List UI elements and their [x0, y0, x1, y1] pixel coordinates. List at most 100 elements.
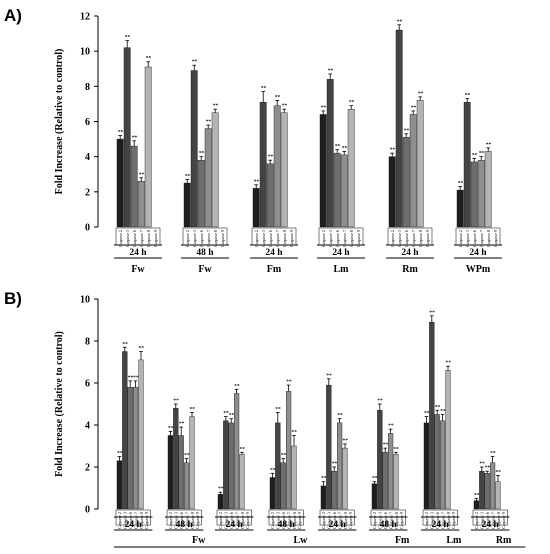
chart-a-y-tick-label: 12 — [80, 12, 90, 23]
chart-a-category-group-label: Fw — [198, 264, 212, 275]
chart-a-time-group-label: 24 h — [129, 248, 147, 258]
chart-b-significance-marker: ** — [270, 467, 276, 473]
chart-a-bar — [402, 137, 410, 228]
chart-b-significance-marker: ** — [321, 476, 327, 482]
chart-b-bar — [122, 351, 128, 510]
chart-a-bar-label: Caspase 9 — [289, 230, 294, 247]
chart-a-bar — [211, 112, 219, 228]
chart-a-significance-marker: ** — [335, 144, 341, 150]
chart-b-time-group-label: 24 h — [226, 520, 244, 530]
chart-b-significance-marker: ** — [474, 493, 480, 499]
chart-b-significance-marker: ** — [429, 310, 435, 316]
chart-b-bar — [178, 435, 184, 510]
chart-b-bar-label: Caspase 8 — [394, 512, 399, 529]
chart-a-category-group-label: Lm — [334, 264, 350, 275]
chart-b-category-group-label: Rm — [496, 535, 512, 546]
chart-b-significance-marker: ** — [179, 421, 185, 427]
chart-b-significance-marker: ** — [117, 451, 123, 457]
chart-b-significance-marker: ** — [440, 409, 446, 415]
chart-a-significance-marker: ** — [390, 147, 396, 153]
chart-a-significance-marker: ** — [185, 174, 191, 180]
chart-b-bar-label: Caspase 8 — [496, 512, 501, 529]
chart-b-y-tick-label: 10 — [80, 295, 90, 306]
chart-b-bar-label: Caspase 2 — [270, 512, 275, 529]
chart-b-significance-marker: ** — [383, 442, 389, 448]
chart-b-bar — [223, 420, 229, 510]
chart-a-bar-label: Caspase 3 — [328, 230, 333, 247]
chart-a-bar — [416, 100, 424, 228]
chart-a-bar — [388, 156, 396, 228]
chart-b-bar — [445, 370, 451, 510]
chart-b-bar-label: Caspase 7 — [184, 512, 189, 529]
chart-a-significance-marker: ** — [404, 128, 410, 134]
chart-a-time-group-label: 24 h — [265, 248, 283, 258]
chart-b-significance-marker: ** — [343, 438, 349, 444]
chart-a-category-group-label: Fw — [131, 264, 145, 275]
chart-b-bar — [382, 452, 388, 510]
chart-a-bar — [266, 163, 274, 228]
chart-a-time-group-label: 24 h — [332, 248, 350, 258]
chart-a-bar-label: Caspase 7 — [479, 230, 484, 247]
chart-b-bar-label: Caspase 3 — [480, 512, 485, 529]
chart-b-bar-label: Caspase 7 — [440, 512, 445, 529]
chart-b-significance-marker: ** — [139, 346, 145, 352]
chart-a-significance-marker: ** — [213, 103, 219, 109]
chart-a-bar — [130, 145, 138, 228]
chart-b-bar — [371, 483, 378, 510]
chart-b-significance-marker: ** — [377, 398, 383, 404]
chart-a-bar — [183, 182, 191, 228]
chart-a-significance-marker: ** — [139, 172, 145, 178]
chart-b-bar — [280, 462, 286, 510]
chart-b-significance-marker: ** — [275, 406, 281, 412]
chart-b-y-axis-label: Fold Increase (Relative to control) — [54, 331, 65, 477]
chart-b-bar — [275, 422, 281, 510]
chart-a-bar-label: Caspase 6 — [132, 230, 137, 247]
chart-a-significance-marker: ** — [349, 100, 355, 106]
chart-b-bar-label: Caspase 2 — [321, 512, 326, 529]
chart-a-bar — [333, 152, 341, 228]
chart-b-bar — [377, 410, 383, 510]
panel-label-b: B) — [4, 289, 22, 308]
chart-b-significance-marker: ** — [372, 476, 378, 482]
chart-b-bar — [490, 462, 496, 510]
chart-a-bar-label: Caspase 7 — [275, 230, 280, 247]
chart-b-bar-label: Caspase 9 — [451, 512, 456, 529]
chart-b-bar — [167, 435, 174, 510]
chart-b-bar-label: Caspase 6 — [281, 512, 286, 529]
chart-b-significance-marker: ** — [223, 411, 229, 417]
chart-a-significance-marker: ** — [125, 35, 131, 41]
chart-a-bar — [252, 188, 260, 228]
chart-a-bar-label: Caspase 9 — [220, 230, 225, 247]
chart-b-bar — [484, 473, 490, 510]
chart-a-bar-label: Caspase 8 — [486, 230, 491, 247]
chart-b-time-group-label: 48 h — [176, 520, 194, 530]
chart-a-bar-label: Caspase 2 — [118, 230, 123, 247]
chart-b-bar — [116, 460, 123, 510]
chart-b-time-group-label: 24 h — [329, 520, 347, 530]
chart-b-bar-label: Caspase 9 — [501, 512, 506, 529]
chart-a-bar — [204, 128, 212, 228]
chart-a-y-tick-label: 8 — [85, 82, 90, 93]
chart-b-category-group-label: Fm — [395, 535, 410, 546]
chart-b-significance-marker: ** — [133, 375, 139, 381]
chart-b-bar — [434, 414, 440, 510]
chart-a-bar — [456, 189, 464, 228]
chart-b-significance-marker: ** — [394, 446, 400, 452]
chart-a-significance-marker: ** — [472, 152, 478, 158]
chart-b-significance-marker: ** — [281, 453, 287, 459]
chart-a-bar-label: Caspase 3 — [465, 230, 470, 247]
chart-b-significance-marker: ** — [234, 383, 240, 389]
chart-b-bar-label: Caspase 8 — [240, 512, 245, 529]
chart-a-category-group-label: Fm — [267, 264, 282, 275]
chart-a-bar-label: Caspase 2 — [390, 230, 395, 247]
chart-a-bar-label: Caspase 8 — [146, 230, 151, 247]
chart-a-bar-label: Caspase 6 — [472, 230, 477, 247]
chart-a-y-tick-label: 0 — [85, 223, 90, 234]
chart-a-bar — [477, 159, 485, 228]
chart-b-significance-marker: ** — [479, 461, 485, 467]
chart-a-bar — [144, 66, 152, 228]
chart-a-significance-marker: ** — [486, 142, 492, 148]
chart-a-bar-label: Caspase 3 — [397, 230, 402, 247]
chart-a-bar-label: Caspase 8 — [349, 230, 354, 247]
chart-b-bar — [479, 470, 485, 510]
